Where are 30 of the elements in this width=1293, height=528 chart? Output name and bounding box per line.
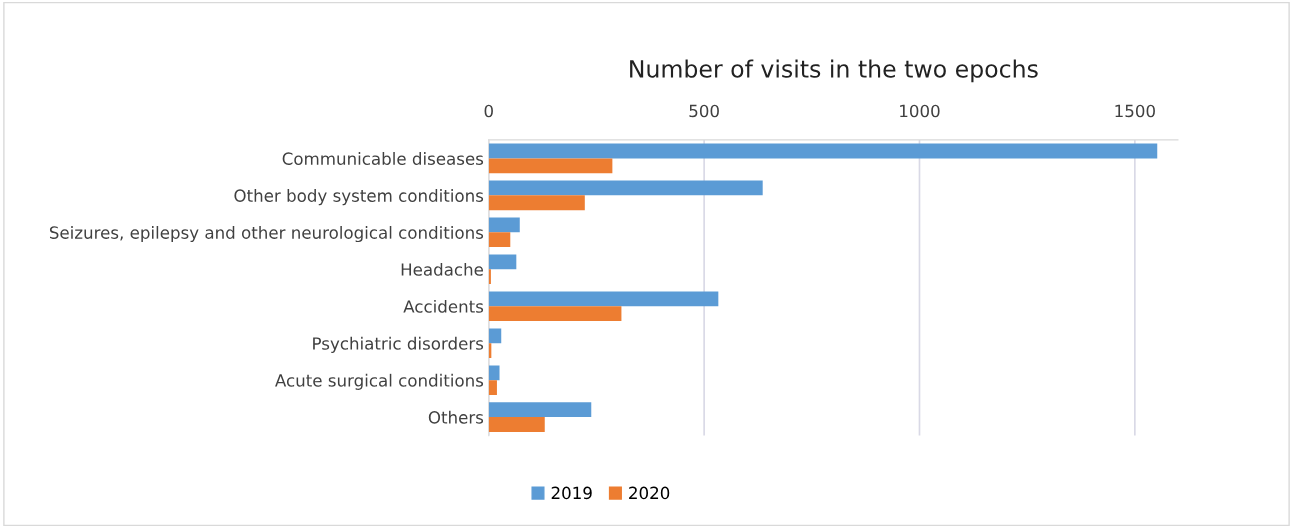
chart-title: Number of visits in the two epochs (630, 59, 1038, 83)
bar (488, 291, 719, 307)
bar (488, 180, 763, 196)
y-tick-label: Psychiatric disorders (313, 336, 484, 353)
y-tick-label: Other body system conditions (234, 189, 484, 206)
y-tick-label: Headache (401, 262, 483, 276)
x-tick-label: 1000 (900, 104, 940, 118)
bar (488, 402, 592, 418)
legend-label: 2020 (629, 486, 670, 500)
bar (488, 143, 1158, 159)
bar (488, 365, 500, 381)
bar (488, 306, 622, 322)
bar (488, 217, 520, 233)
y-tick-label: Seizures, epilepsy and other neurological conditions (49, 225, 484, 243)
x-tick-label: 0 (484, 104, 493, 118)
bar (488, 254, 517, 270)
y-tick-label: Acute surgical conditions (275, 373, 484, 390)
y-tick-label: Others (428, 410, 484, 424)
x-tick-label: 500 (689, 104, 719, 118)
y-tick-label: Communicable diseases (282, 152, 484, 165)
y-tick-label: Accidents (403, 299, 484, 313)
bar (488, 380, 497, 395)
x-tick-label: 1500 (1115, 104, 1155, 118)
legend-label: 2019 (551, 486, 592, 500)
bar (488, 232, 511, 248)
bar (488, 328, 502, 344)
bar (488, 195, 585, 211)
bar (488, 158, 613, 174)
bar (488, 269, 491, 285)
bar (488, 417, 545, 432)
